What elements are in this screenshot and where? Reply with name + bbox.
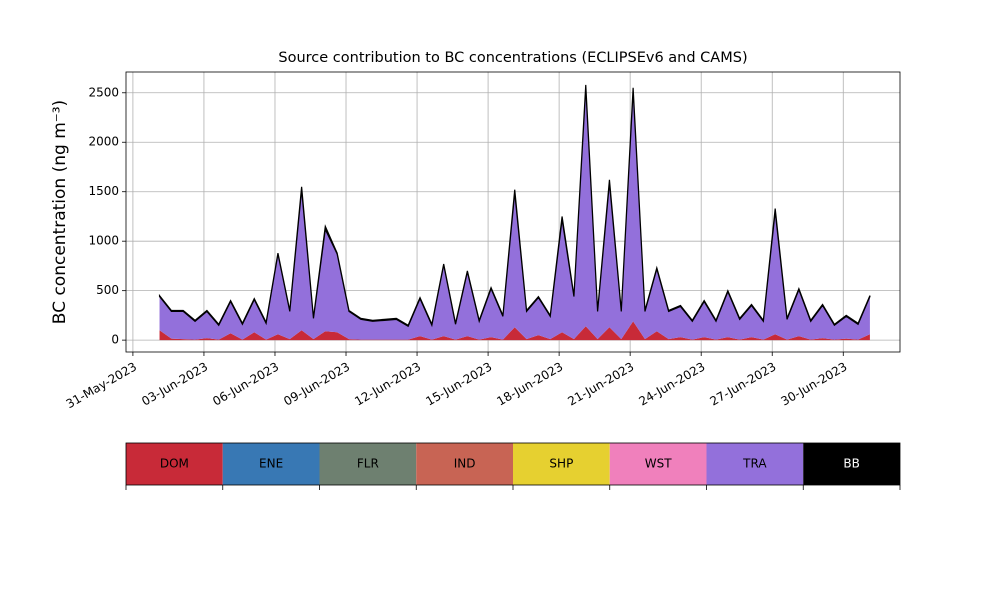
legend-swatch (126, 443, 223, 485)
area-tra (159, 87, 870, 340)
y-tick-label: 1500 (88, 184, 119, 198)
legend-swatch (222, 443, 320, 485)
x-tick-label: 30-Jun-2023 (779, 360, 850, 409)
area-bb (158, 84, 871, 328)
x-tick-label: 06-Jun-2023 (210, 360, 281, 409)
y-tick-label: 2500 (88, 85, 119, 99)
legend-swatch (706, 443, 804, 485)
chart-title: Source contribution to BC concentrations… (278, 50, 747, 66)
y-tick-label: 2000 (88, 135, 119, 149)
x-tick-label: 21-Jun-2023 (565, 360, 636, 409)
x-tick-label: 12-Jun-2023 (352, 360, 423, 409)
x-tick-label: 24-Jun-2023 (636, 360, 707, 409)
x-tick-label: 15-Jun-2023 (423, 360, 494, 409)
legend-swatch (416, 443, 513, 485)
legend-frame (125, 442, 901, 486)
legend-label: WST (645, 457, 672, 471)
x-tick-label: 27-Jun-2023 (707, 360, 778, 409)
legend-label: BB (843, 457, 859, 471)
x-tick-label: 18-Jun-2023 (494, 360, 565, 409)
legend-swatch (803, 443, 900, 485)
legend-label: TRA (742, 457, 767, 471)
legend-swatch (609, 443, 707, 485)
plot-area: 0 500 1000 1500 2000 2500 31-May-2023 03-Jun-20… (64, 71, 901, 412)
legend-label: ENE (259, 457, 283, 471)
y-tick-label: 0 (111, 333, 119, 347)
legend-label: DOM (160, 457, 189, 471)
legend-label: IND (454, 457, 476, 471)
y-tick-label: 1000 (88, 234, 119, 248)
x-tick-label: 03-Jun-2023 (139, 360, 210, 409)
legend-swatch (513, 443, 610, 485)
y-axis-label: BC concentration (ng m⁻³) (50, 100, 70, 324)
x-tick-label: 09-Jun-2023 (281, 360, 352, 409)
area-dom (159, 321, 870, 341)
x-tick-label: 31-May-2023 (64, 360, 139, 412)
legend-label: FLR (357, 457, 379, 471)
legend-swatch (319, 443, 417, 485)
axes-frame (125, 71, 901, 353)
legend: DOM ENE FLR IND SHP WST TRA BB (125, 442, 901, 490)
y-tick-label: 500 (96, 283, 119, 297)
legend-label: SHP (549, 457, 573, 471)
